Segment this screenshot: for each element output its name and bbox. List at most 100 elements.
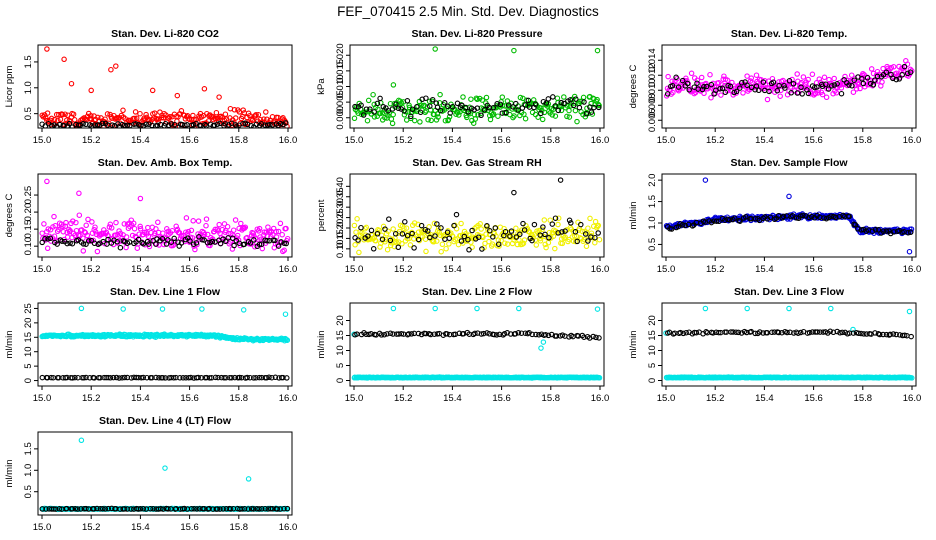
- data-point: [817, 329, 823, 335]
- data-point: [490, 111, 497, 117]
- data-point: [906, 308, 913, 315]
- data-point: [585, 225, 591, 231]
- data-point: [352, 242, 358, 248]
- data-point: [130, 220, 137, 227]
- points-group: [351, 305, 603, 381]
- data-point: [417, 109, 424, 116]
- data-point: [355, 237, 361, 243]
- data-point: [187, 238, 193, 244]
- data-point: [283, 225, 289, 232]
- x-tick-label: 15.2: [394, 135, 413, 146]
- data-point: [423, 95, 429, 101]
- data-point: [496, 331, 503, 338]
- data-point: [240, 107, 246, 113]
- data-point: [549, 221, 556, 227]
- data-point: [487, 116, 494, 123]
- data-point: [542, 231, 548, 238]
- data-point: [828, 83, 835, 89]
- data-point: [515, 107, 522, 113]
- data-point: [133, 374, 140, 381]
- data-point: [846, 213, 852, 220]
- data-point: [194, 506, 200, 512]
- y-axis-label: ml/min: [4, 460, 15, 488]
- data-point: [72, 374, 78, 381]
- data-point: [677, 221, 683, 227]
- data-point: [821, 74, 828, 81]
- data-point: [786, 193, 792, 200]
- y-tick-label: 5: [647, 363, 658, 368]
- x-tick-label: 15.0: [345, 264, 364, 275]
- data-point: [562, 228, 568, 234]
- data-point: [789, 212, 796, 219]
- data-point: [567, 103, 574, 109]
- data-point: [883, 228, 890, 234]
- data-point: [590, 333, 596, 340]
- data-point: [393, 101, 399, 107]
- data-point: [284, 235, 291, 242]
- panel-title: Stan. Dev. Gas Stream RH: [412, 157, 541, 169]
- data-point: [431, 331, 438, 337]
- data-point: [365, 233, 371, 239]
- data-point: [486, 238, 492, 245]
- data-point: [60, 223, 66, 230]
- data-point: [868, 66, 875, 72]
- data-point: [887, 331, 893, 338]
- data-point: [788, 90, 794, 96]
- data-point: [805, 90, 812, 97]
- data-point: [684, 80, 691, 87]
- data-point: [708, 94, 714, 101]
- data-point: [570, 102, 577, 109]
- data-point: [389, 120, 396, 127]
- data-point: [94, 248, 101, 255]
- data-point: [558, 99, 564, 106]
- data-point: [253, 375, 259, 381]
- data-point: [409, 230, 415, 237]
- y-tick-label: 15: [335, 330, 346, 341]
- data-point: [436, 230, 443, 236]
- data-point: [857, 85, 863, 92]
- data-point: [263, 109, 269, 115]
- x-tick-label: 15.0: [657, 135, 676, 146]
- data-point: [717, 85, 723, 92]
- data-point: [850, 326, 856, 333]
- data-point: [540, 98, 547, 105]
- data-point: [68, 80, 75, 87]
- series-black: [352, 329, 602, 341]
- data-point: [80, 248, 87, 254]
- data-point: [850, 89, 857, 95]
- x-tick-label: 15.4: [755, 264, 774, 275]
- data-point: [521, 111, 527, 117]
- data-point: [437, 232, 444, 239]
- data-point: [580, 94, 587, 101]
- x-tick-label: 15.4: [131, 522, 150, 533]
- data-point: [825, 86, 832, 92]
- points-group: [351, 177, 603, 256]
- data-point: [62, 111, 68, 117]
- data-point: [809, 71, 816, 78]
- data-point: [66, 226, 72, 233]
- data-point: [190, 218, 196, 224]
- data-point: [88, 87, 94, 94]
- data-point: [153, 241, 159, 247]
- data-point: [150, 505, 156, 512]
- data-point: [541, 217, 548, 223]
- x-tick-label: 16.0: [279, 264, 298, 275]
- data-point: [240, 307, 247, 313]
- x-tick-label: 15.4: [131, 264, 150, 275]
- data-point: [99, 120, 106, 127]
- data-point: [379, 236, 386, 242]
- data-point: [155, 116, 162, 122]
- data-point: [88, 237, 95, 244]
- y-tick-label: 1.5: [23, 55, 34, 68]
- data-point: [493, 332, 500, 338]
- data-point: [778, 87, 784, 94]
- data-point: [564, 113, 570, 120]
- data-point: [499, 94, 506, 100]
- data-point: [85, 216, 91, 223]
- data-point: [223, 116, 230, 122]
- x-tick-label: 15.8: [230, 522, 249, 533]
- data-point: [108, 66, 114, 73]
- data-point: [140, 505, 147, 512]
- data-point: [188, 227, 195, 234]
- data-point: [737, 218, 743, 224]
